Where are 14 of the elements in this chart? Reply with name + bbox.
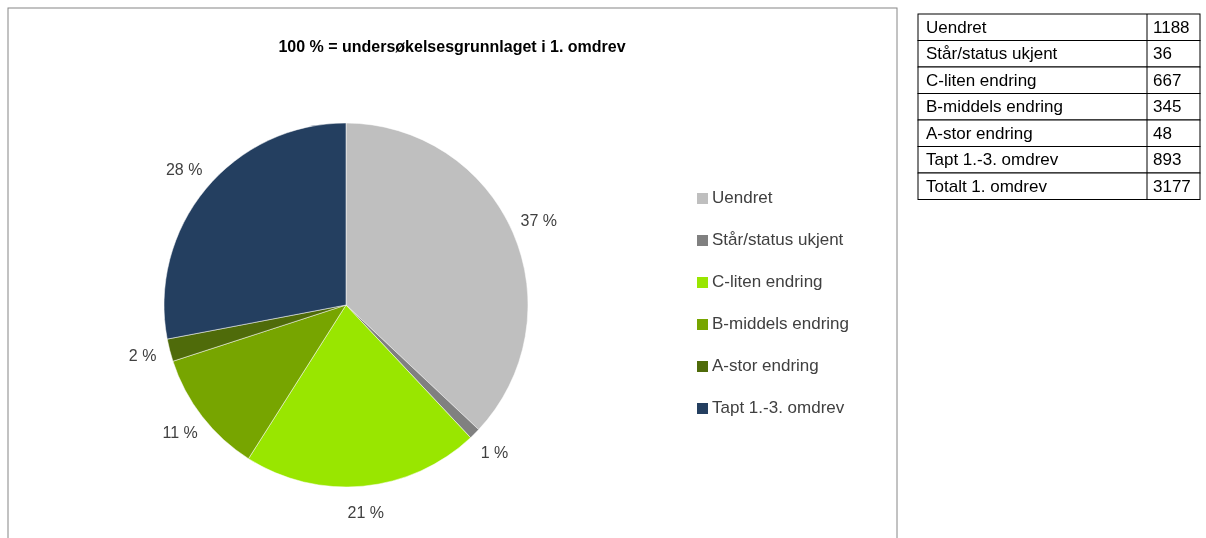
legend-label: A-stor endring bbox=[712, 356, 819, 376]
legend-label: B-middels endring bbox=[712, 314, 850, 334]
chart-title: 100 % = undersøkelsesgrunnlaget i 1. omdrev bbox=[278, 38, 626, 55]
legend-label: C-liten endring bbox=[712, 272, 823, 292]
legend-label: Står/status ukjent bbox=[712, 230, 844, 250]
data-label: 28 % bbox=[165, 161, 203, 179]
data-label: 2 % bbox=[128, 347, 157, 365]
data-label: 11 % bbox=[162, 423, 198, 441]
value-table: Uendret 1188 Står/status ukjent 36 C-liten endring 667 B-middels endring 345 A-stor endring 48 Tapt 1.-3. omdrev 893 Totalt 1. omdrev 3177 bbox=[917, 13, 1201, 200]
data-label: 1 % bbox=[480, 443, 509, 461]
data-label: 21 % bbox=[347, 504, 384, 522]
legend-label: Tapt 1.-3. omdrev bbox=[712, 398, 845, 418]
data-label: 37 % bbox=[520, 211, 557, 229]
legend-label: Uendret bbox=[712, 188, 773, 208]
